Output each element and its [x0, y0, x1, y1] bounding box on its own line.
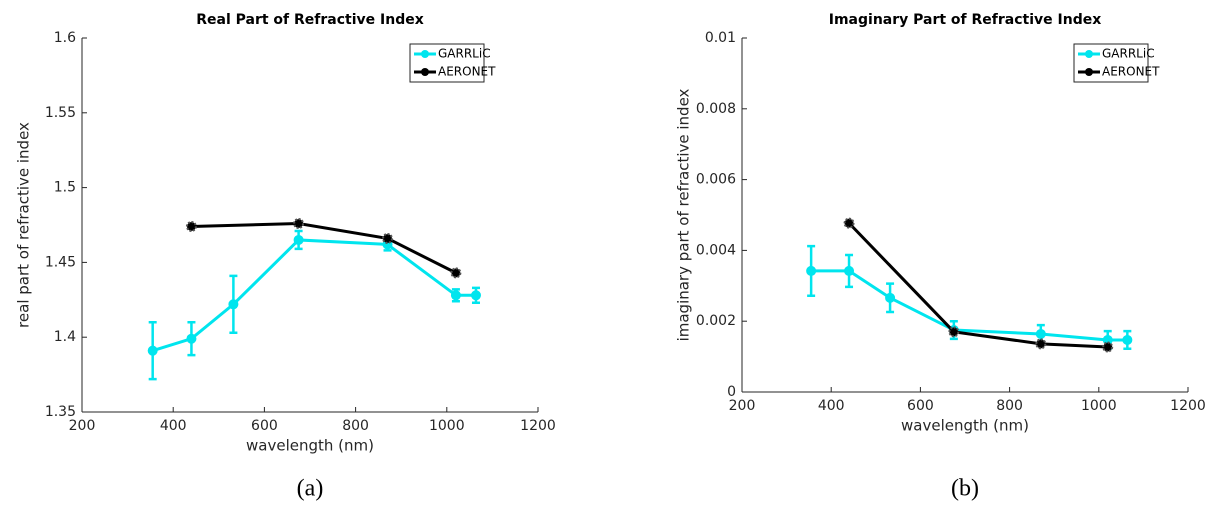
- x-tick-label: 1000: [1081, 398, 1117, 414]
- marker: [147, 345, 158, 356]
- legend-marker: [1085, 68, 1093, 76]
- x-tick-label: 400: [818, 398, 845, 414]
- x-tick-label: 600: [251, 418, 278, 434]
- marker: [1035, 338, 1047, 350]
- marker: [1035, 328, 1046, 339]
- x-axis-label: wavelength (nm): [246, 437, 374, 455]
- marker: [1102, 341, 1114, 353]
- marker: [806, 265, 817, 276]
- y-tick-label: 1.55: [45, 105, 76, 121]
- x-tick-label: 200: [729, 398, 756, 414]
- marker: [293, 218, 305, 230]
- legend-label: GARRLiC: [438, 47, 491, 61]
- x-axis-label: wavelength (nm): [901, 417, 1029, 435]
- marker: [885, 292, 896, 303]
- x-tick-label: 200: [69, 418, 96, 434]
- x-tick-label: 800: [342, 418, 369, 434]
- y-tick-label: 1.5: [54, 180, 76, 196]
- panel-label: (b): [951, 476, 979, 502]
- legend-label: AERONET: [438, 65, 496, 79]
- marker: [470, 290, 481, 301]
- legend-box: [1073, 43, 1149, 83]
- y-tick-label: 0.002: [696, 313, 736, 329]
- y-tick-label: 1.6: [54, 30, 76, 46]
- marker: [450, 290, 461, 301]
- marker: [293, 234, 304, 245]
- legend-box: [409, 43, 485, 83]
- chart-title: Real Part of Refractive Index: [196, 12, 424, 28]
- y-tick-label: 1.35: [45, 404, 76, 420]
- x-tick-label: 1200: [1170, 398, 1206, 414]
- x-tick-label: 800: [996, 398, 1023, 414]
- marker: [450, 267, 462, 279]
- y-axis-label: imaginary part of refractive index: [675, 88, 693, 341]
- y-tick-label: 0.008: [696, 101, 736, 117]
- series-line: [152, 238, 476, 353]
- y-tick-label: 0.01: [705, 30, 736, 46]
- x-tick-label: 1000: [429, 418, 465, 434]
- series-line: [847, 222, 1108, 349]
- marker: [948, 326, 960, 338]
- y-tick-label: 0.004: [696, 242, 736, 258]
- marker: [844, 265, 855, 276]
- y-axis-label: real part of refractive index: [15, 122, 33, 328]
- marker: [186, 333, 197, 344]
- y-tick-label: 0.006: [696, 172, 736, 188]
- series-line: [191, 222, 457, 275]
- legend-label: AERONET: [1102, 65, 1160, 79]
- series-line: [811, 269, 1128, 342]
- legend-label: GARRLiC: [1102, 47, 1155, 61]
- legend-marker: [421, 68, 429, 76]
- marker: [843, 217, 855, 229]
- y-tick-label: 1.45: [45, 254, 76, 270]
- marker: [228, 299, 239, 310]
- chart-title: Imaginary Part of Refractive Index: [829, 12, 1102, 28]
- marker: [382, 232, 394, 244]
- marker: [185, 220, 197, 232]
- y-tick-label: 0: [727, 384, 736, 400]
- legend-marker: [1085, 50, 1093, 58]
- panel-label: (a): [297, 476, 324, 502]
- marker: [1122, 334, 1133, 345]
- y-tick-label: 1.4: [54, 329, 76, 345]
- x-tick-label: 400: [160, 418, 187, 434]
- x-tick-label: 600: [907, 398, 934, 414]
- legend-marker: [421, 50, 429, 58]
- x-tick-label: 1200: [520, 418, 556, 434]
